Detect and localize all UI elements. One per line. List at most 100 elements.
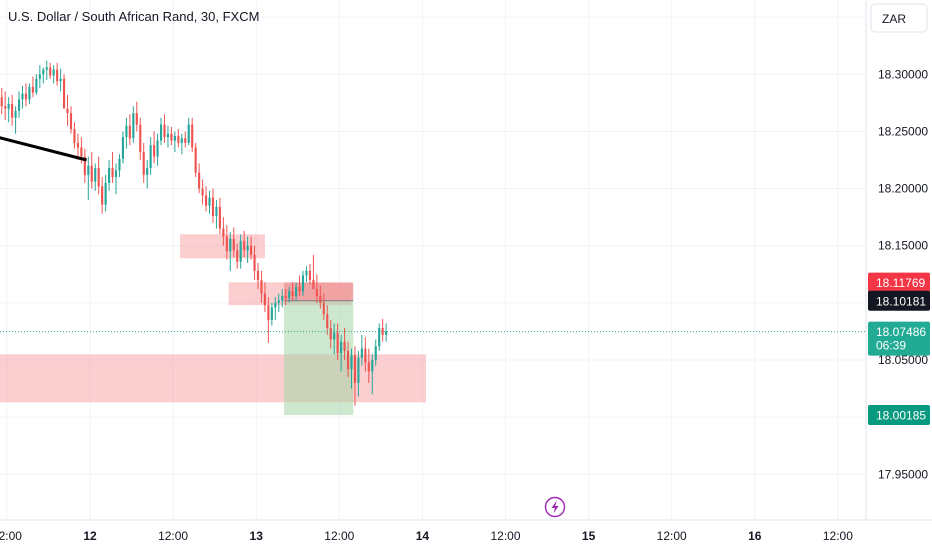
candle-body (104, 182, 107, 205)
candle-body (315, 289, 318, 296)
candle (340, 334, 343, 372)
candle (159, 117, 163, 146)
candle-body (35, 78, 38, 93)
candle (62, 74, 66, 109)
candles (0, 60, 388, 406)
candle (360, 334, 363, 366)
candle (333, 323, 336, 355)
candle-body (291, 291, 294, 296)
candle (256, 262, 260, 290)
candle (336, 323, 339, 360)
candle-body (69, 113, 73, 130)
candle (139, 117, 142, 160)
candle-body (340, 341, 343, 354)
candle (173, 131, 176, 152)
candle (14, 106, 17, 134)
take-profit-zone[interactable] (283, 300, 354, 416)
candle-body (59, 78, 62, 82)
candle-body (236, 250, 239, 262)
supply-zone-upper[interactable] (180, 234, 265, 259)
candle-body (194, 147, 197, 173)
target-price-label: 18.00185 (868, 405, 930, 426)
stop-price-label-text: 18.11769 (876, 276, 925, 290)
candle (308, 264, 312, 285)
candle-body (7, 104, 10, 109)
candle (291, 282, 294, 301)
candle-body (170, 133, 173, 141)
candle-body (87, 165, 90, 175)
candle (0, 88, 3, 115)
candle (128, 114, 131, 146)
candle (191, 117, 194, 152)
x-tick-label: 12:00 (0, 529, 22, 543)
candle (114, 163, 118, 195)
x-tick-label: 13 (250, 529, 264, 543)
candle (353, 346, 357, 406)
x-tick-label: 15 (582, 529, 596, 543)
candle-body (83, 156, 86, 175)
candle-body (277, 300, 280, 303)
candle-body (211, 197, 215, 216)
candle (322, 293, 325, 320)
candle (329, 320, 332, 349)
candle (166, 125, 170, 148)
candle-body (108, 168, 111, 183)
candle-body (135, 113, 138, 125)
candle-body (38, 74, 41, 79)
candle (343, 328, 346, 360)
candle (76, 133, 79, 160)
candle (73, 122, 76, 149)
candle-body (274, 302, 277, 308)
candle-body (333, 332, 336, 340)
alert-icon[interactable] (544, 496, 566, 518)
candle (364, 337, 367, 372)
stop-loss-zone[interactable] (283, 282, 354, 301)
candle-body (17, 99, 21, 111)
candle (222, 217, 225, 246)
candle (374, 339, 377, 366)
candle-body (215, 206, 218, 216)
candle (187, 117, 190, 146)
chart-title: U.S. Dollar / South African Rand, 30, FX… (8, 9, 259, 24)
candle (11, 94, 14, 126)
time-axis[interactable]: 12:00 12 12:00 13 12:00 14 12:00 15 12:00 16 12:00 (0, 529, 853, 543)
candle (243, 230, 246, 258)
candle-body (191, 124, 194, 148)
candle (274, 297, 277, 320)
candle (90, 152, 93, 189)
candle (45, 60, 48, 80)
candle (198, 163, 201, 194)
candle-body (381, 328, 384, 335)
candle (194, 142, 197, 178)
candle (180, 133, 183, 155)
candle (367, 348, 370, 383)
candle-body (336, 332, 339, 354)
candle-body (180, 138, 183, 143)
candle-body (166, 133, 170, 138)
candle (263, 282, 266, 312)
candle-body (56, 69, 59, 82)
candle (101, 177, 104, 214)
candle (24, 83, 28, 107)
grid (0, 0, 865, 520)
target-price-label-text: 18.00185 (876, 409, 926, 423)
candle-body (111, 168, 114, 178)
candle (170, 126, 173, 146)
trendline[interactable] (0, 120, 87, 162)
candle-body (281, 296, 284, 301)
candle-body (385, 331, 388, 335)
candle-body (45, 67, 48, 70)
trendlines (0, 120, 87, 162)
candle (208, 190, 211, 214)
candle-body (114, 170, 118, 178)
candle-body (128, 125, 131, 139)
currency-button[interactable]: ZAR (870, 3, 928, 33)
candle-body (346, 350, 350, 370)
candle (288, 286, 291, 303)
candle-body (76, 142, 79, 148)
candle-body (42, 69, 45, 75)
candle (204, 186, 208, 212)
candle (232, 227, 235, 258)
candle (31, 76, 34, 98)
